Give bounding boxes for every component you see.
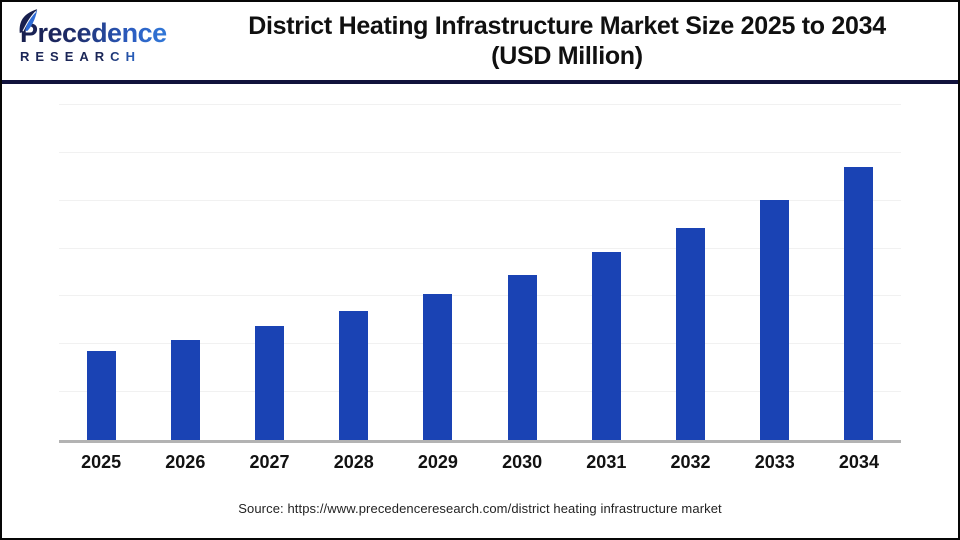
x-axis-labels: 2025 2026 2027 2028 2029 2030 2031 2032 2033 2034 [2,452,958,473]
x-axis-label-2025: 2025 [81,452,122,472]
bar-2028 [339,311,369,440]
leaf-icon [19,9,38,33]
x-axis-label-2029: 2029 [417,452,458,472]
gridline [59,295,901,297]
chart-title-line2: (USD Million) [491,42,643,70]
x-axis-label-2031: 2031 [586,452,627,472]
bar-slot-2027 [227,108,311,440]
chart-title: District Heating Infrastructure Market S… [182,11,958,72]
x-axis-label-2026: 2026 [165,452,206,472]
x-axis-label-2032: 2032 [670,452,711,472]
chart-title-line1: District Heating Infrastructure Market S… [248,11,886,40]
bar-2026 [170,339,200,440]
bars-group [59,108,901,440]
logo-wordmark: Precedence [20,18,167,48]
bar-2034 [844,167,874,440]
gridline [59,151,901,153]
bar-slot-2030 [480,108,564,440]
bar-2032 [676,227,706,440]
bar-slot-2032 [648,108,732,440]
bar-2030 [507,274,537,440]
x-axis-label-2034: 2034 [838,452,879,472]
x-axis-label-2033: 2033 [754,452,795,472]
bar-2031 [591,251,621,440]
bar-slot-2026 [143,108,227,440]
gridline [59,391,901,393]
source-text: Source: https://www.precedenceresearch.c… [238,501,722,516]
gridline [59,103,901,105]
x-axis-label-2028: 2028 [333,452,374,472]
x-axis-label-2030: 2030 [502,452,543,472]
bar-2025 [86,350,116,440]
brand-logo: Precedence RESEARCH [19,9,182,66]
bar-slot-2025 [59,108,143,440]
x-axis-label-2027: 2027 [249,452,290,472]
header: Precedence RESEARCH District Heating Inf… [2,2,958,84]
plot-area [59,103,901,443]
bar-chart [2,84,958,443]
gridline [59,343,901,345]
gridline [59,247,901,249]
bar-slot-2028 [312,108,396,440]
bar-slot-2033 [733,108,817,440]
logo-subtitle: RESEARCH [20,49,141,64]
bar-slot-2029 [396,108,480,440]
bar-slot-2031 [564,108,648,440]
gridline [59,199,901,201]
bar-2027 [255,326,284,440]
bar-2033 [760,200,790,440]
bar-slot-2034 [817,108,901,440]
bar-2029 [423,294,453,440]
